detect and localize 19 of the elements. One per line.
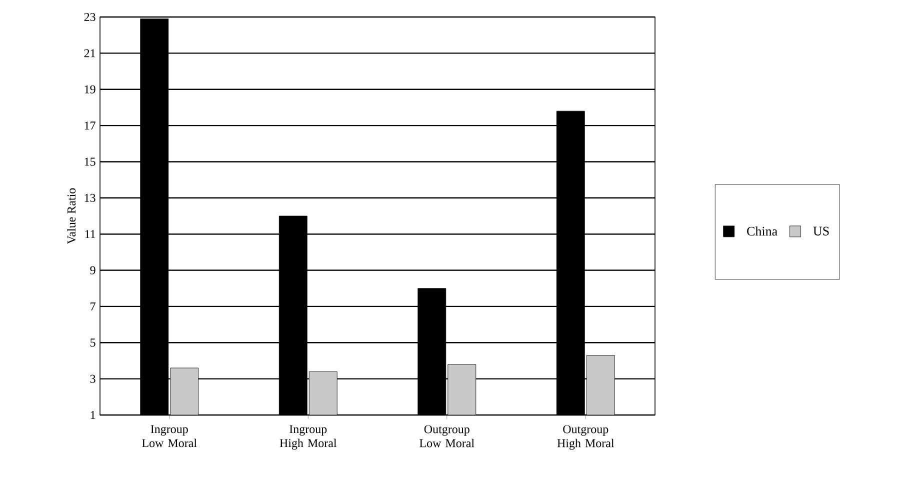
y-tick-label: 23 [84,12,96,22]
legend-label: US [813,226,829,236]
x-tick-label: Outgroup High Moral [557,425,614,450]
y-tick-label: 21 [84,49,96,58]
y-tick-label: 9 [90,266,96,274]
y-tick-label: 19 [84,85,96,94]
y-tick-label: 3 [90,374,96,383]
x-tick-label: Ingroup Low Moral [142,425,197,448]
y-axis-title: Value Ratio [67,188,76,244]
y-tick-label: 15 [84,158,96,166]
y-tick-label: 1 [90,411,96,419]
x-tick-label: Ingroup High Moral [280,425,337,450]
legend-label: China [747,226,778,236]
y-tick-label: 17 [84,122,96,130]
y-tick-label: 11 [85,230,96,238]
y-tick-label: 5 [90,338,96,347]
x-tick-label: Outgroup Low Moral [420,425,474,448]
y-tick-label: 7 [90,302,96,310]
y-tick-label: 13 [84,194,96,202]
